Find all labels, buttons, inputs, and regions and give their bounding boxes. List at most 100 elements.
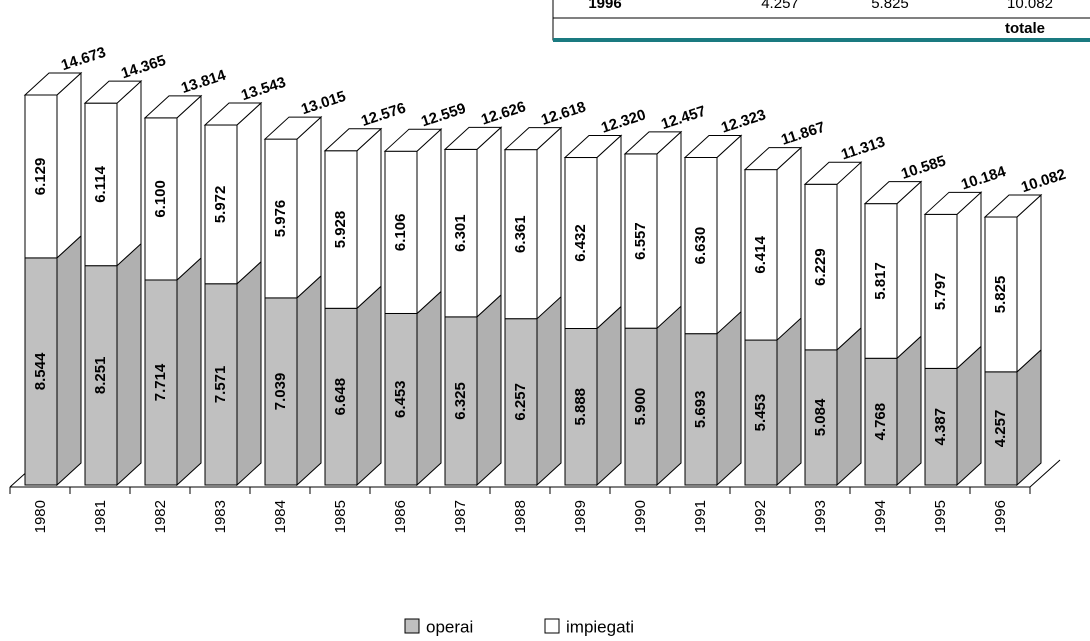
bar-side [896, 180, 922, 360]
bar [444, 148, 478, 318]
bar-top [623, 131, 683, 155]
bar-side [596, 305, 622, 487]
bar-top [503, 127, 563, 151]
legend-label: operai [426, 617, 473, 636]
bar [444, 316, 478, 486]
bar-side [536, 295, 562, 487]
total-label: 11.313 [839, 133, 887, 163]
bar [144, 117, 178, 281]
value-label: 5.453 [752, 394, 769, 432]
bar-side [56, 71, 82, 260]
bar-side [836, 326, 862, 487]
bar [624, 327, 658, 486]
bar-top [203, 102, 263, 126]
x-tick-label: 1994 [872, 500, 889, 533]
bar-side [116, 242, 142, 487]
value-label: 7.571 [212, 366, 229, 404]
total-label: 12.323 [719, 106, 768, 136]
x-tick-label: 1993 [812, 500, 829, 533]
bar [144, 279, 178, 486]
bar [24, 257, 58, 486]
total-label: 10.585 [899, 152, 948, 182]
bar-top [83, 80, 143, 104]
bar [504, 149, 538, 320]
bar-side [536, 126, 562, 320]
value-label: 6.257 [512, 383, 529, 421]
bar [684, 156, 718, 335]
bar-top [743, 147, 803, 171]
bar-side [596, 134, 622, 330]
value-label: 6.100 [152, 180, 169, 218]
x-tick-label: 1989 [572, 500, 589, 533]
bar [384, 312, 418, 486]
x-tick-label: 1992 [752, 500, 769, 533]
value-label: 6.648 [332, 378, 349, 416]
value-label: 7.039 [272, 373, 289, 411]
bar [984, 371, 1018, 486]
table-cell: 4.257 [761, 0, 799, 12]
x-tick-label: 1988 [512, 500, 529, 533]
bar [24, 94, 58, 259]
table-cell: 1996 [588, 0, 621, 12]
value-label: 5.976 [272, 200, 289, 238]
bar-top [383, 128, 443, 152]
bar-side [296, 115, 322, 300]
total-label: 12.320 [599, 106, 648, 136]
legend-label: impiegati [566, 617, 634, 636]
bar-side [476, 126, 502, 319]
bar-side [56, 234, 82, 487]
bar-side [776, 316, 802, 487]
value-label: 5.928 [332, 211, 349, 249]
value-label: 6.453 [392, 380, 409, 418]
total-label: 12.576 [359, 100, 408, 130]
total-label: 11.867 [779, 119, 827, 149]
bar [204, 283, 238, 486]
bar-side [296, 274, 322, 487]
bar-side [236, 101, 262, 285]
legend-swatch [404, 618, 420, 634]
bar-side [416, 128, 442, 315]
value-label: 5.972 [212, 186, 229, 224]
bar-top [263, 116, 323, 140]
value-label: 6.557 [632, 222, 649, 260]
bar-side [236, 260, 262, 487]
bar-top [683, 134, 743, 158]
table-border [553, 38, 1090, 42]
value-label: 4.768 [872, 403, 889, 441]
bar-side [656, 130, 682, 330]
bar [864, 203, 898, 359]
bar-top [143, 95, 203, 119]
value-label: 6.129 [32, 158, 49, 196]
x-tick-label: 1990 [632, 500, 649, 533]
bar-side [836, 161, 862, 352]
bar-side [1016, 348, 1042, 487]
value-label: 5.900 [632, 388, 649, 426]
total-label: 12.626 [479, 98, 528, 128]
x-tick-label: 1987 [452, 500, 469, 533]
table-box [552, 0, 1090, 41]
x-tick-label: 1984 [272, 500, 289, 533]
bar [324, 307, 358, 486]
total-label: 13.543 [239, 74, 288, 104]
value-label: 5.888 [572, 388, 589, 426]
bar-side [716, 134, 742, 335]
bar [504, 318, 538, 486]
bar [984, 216, 1018, 373]
bar-top [23, 72, 83, 96]
value-label: 6.414 [752, 235, 769, 273]
bar [84, 265, 118, 486]
x-tick-label: 1982 [152, 500, 169, 533]
bar [324, 150, 358, 309]
total-label: 10.184 [959, 163, 1009, 194]
bar-side [356, 127, 382, 310]
bar-top [863, 181, 923, 205]
value-label: 6.432 [572, 224, 589, 262]
value-label: 6.229 [812, 248, 829, 286]
bar-top [323, 128, 383, 152]
bar [264, 138, 298, 299]
total-label: 14.365 [119, 52, 168, 82]
bar [84, 102, 118, 267]
value-label: 6.361 [512, 215, 529, 253]
value-label: 6.114 [92, 165, 109, 202]
